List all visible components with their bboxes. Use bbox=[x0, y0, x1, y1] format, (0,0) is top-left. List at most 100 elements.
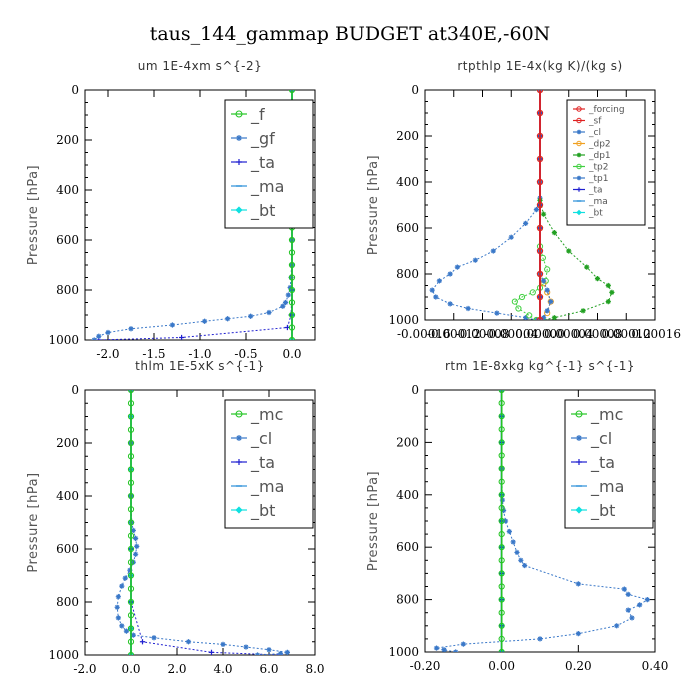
legend-label: _ta bbox=[588, 186, 603, 196]
legend-label: _ma bbox=[250, 477, 284, 497]
legend: _f _gf _ta _ma _bt bbox=[224, 99, 314, 229]
figure-title: taus_144_gammap BUDGET at340E,-60N bbox=[150, 23, 551, 45]
legend-label: _bt bbox=[250, 201, 275, 221]
data-point-mc bbox=[498, 544, 505, 551]
legend-label: _dp2 bbox=[588, 140, 611, 150]
data-point-cl bbox=[130, 527, 136, 534]
data-point-tp2 bbox=[544, 266, 551, 273]
data-point-gf bbox=[280, 303, 286, 309]
panel-title: um 1E-4xm s^{-2} bbox=[138, 59, 262, 73]
data-point-tp1 bbox=[523, 315, 529, 320]
data-point-tp1 bbox=[533, 207, 540, 213]
legend-item: _bt bbox=[571, 501, 615, 521]
x-tick-label: -0.5 bbox=[234, 347, 257, 361]
y-tick-label: 600 bbox=[56, 233, 79, 247]
y-tick-label: 1000 bbox=[48, 648, 79, 662]
legend-item: _ma bbox=[571, 477, 624, 497]
y-axis-label: Pressure [hPa] bbox=[366, 155, 381, 255]
data-point-cl bbox=[544, 287, 550, 293]
data-point-cl bbox=[134, 543, 140, 549]
legend-item: _mc bbox=[231, 405, 283, 425]
data-point-forcing bbox=[536, 270, 544, 278]
data-point-mc bbox=[498, 491, 505, 498]
data-point-ta bbox=[208, 649, 215, 655]
data-point-forcing bbox=[536, 316, 544, 320]
series-line-cl bbox=[539, 90, 552, 320]
legend-marker bbox=[576, 129, 582, 135]
x-tick-label: 0.00016 bbox=[631, 327, 681, 341]
y-axis-label: Pressure [hPa] bbox=[26, 472, 41, 572]
legend-label: _tp1 bbox=[588, 174, 608, 184]
data-point-mc bbox=[498, 609, 505, 616]
data-point-dp1 bbox=[566, 248, 572, 254]
data-point-cl bbox=[460, 641, 466, 647]
data-point-cl bbox=[518, 557, 524, 563]
data-point-mc bbox=[498, 531, 505, 538]
x-tick-label: 2.0 bbox=[167, 662, 186, 676]
data-point-cl bbox=[644, 597, 650, 603]
legend-label: _tp2 bbox=[588, 163, 608, 173]
data-point-cl bbox=[522, 562, 528, 569]
data-point-cl bbox=[115, 594, 121, 600]
data-point-gf bbox=[105, 329, 111, 336]
data-point-dp1 bbox=[594, 276, 601, 282]
plot-area bbox=[433, 390, 650, 652]
data-point-tp1 bbox=[465, 305, 471, 312]
x-tick-label: -0.00016 bbox=[397, 327, 451, 341]
data-point-gf bbox=[202, 318, 208, 324]
legend-label: _cl bbox=[590, 429, 612, 449]
y-tick-label: 800 bbox=[396, 267, 419, 281]
data-point-forcing bbox=[536, 90, 544, 94]
x-tick-label: 0.00008 bbox=[573, 327, 623, 341]
data-point-f bbox=[288, 299, 296, 306]
y-tick-label: 200 bbox=[396, 129, 419, 143]
panel-title: rtpthlp 1E-4x(kg K)/(kg s) bbox=[457, 59, 622, 73]
data-point-f bbox=[288, 90, 296, 94]
legend-label: _bt bbox=[250, 501, 275, 521]
panel-title: thlm 1E-5xK s^{-1} bbox=[135, 359, 265, 373]
legend-item: _sf bbox=[573, 117, 602, 127]
data-point-cl bbox=[621, 586, 627, 592]
data-point-cl bbox=[433, 645, 440, 651]
legend-label: _bt bbox=[590, 501, 615, 521]
legend-item: _cl bbox=[571, 429, 612, 449]
data-point-mc bbox=[498, 596, 505, 603]
legend-label: _forcing bbox=[588, 105, 625, 115]
series-line-tp2 bbox=[514, 90, 548, 320]
data-point-tp1 bbox=[494, 310, 500, 316]
legend-marker bbox=[236, 159, 242, 165]
data-point-mc bbox=[498, 557, 505, 564]
y-tick-label: 400 bbox=[56, 489, 79, 503]
x-tick-label: 0.0 bbox=[121, 662, 140, 676]
data-point-mc bbox=[127, 598, 135, 606]
legend-label: _ta bbox=[590, 453, 615, 473]
legend: _mc _cl _ta _ma _bt bbox=[564, 399, 654, 529]
x-tick-label: 0.0 bbox=[282, 347, 301, 361]
legend-label: _dp1 bbox=[588, 151, 611, 161]
x-tick-label: -1.5 bbox=[142, 347, 165, 361]
data-point-mc bbox=[127, 612, 135, 619]
plot-area bbox=[429, 90, 615, 320]
legend: _forcing _sf_cl _dp2_dp1 _tp2_tp1 _ta_ma _bt bbox=[566, 99, 646, 226]
x-tick-label: 6.0 bbox=[259, 662, 278, 676]
legend-marker bbox=[236, 459, 242, 465]
y-tick-label: 1000 bbox=[388, 313, 419, 327]
data-point-gf bbox=[169, 322, 175, 328]
legend-marker bbox=[575, 506, 583, 514]
legend-marker bbox=[576, 163, 582, 170]
panel-2: rtpthlp 1E-4x(kg K)/(kg s) Pressure [hPa]… bbox=[366, 59, 681, 341]
data-point-mc bbox=[127, 572, 135, 579]
x-tick-label: -0.00004 bbox=[484, 327, 538, 341]
y-tick-label: 600 bbox=[56, 542, 79, 556]
x-tick-label: -0.00008 bbox=[456, 327, 510, 341]
legend-item: _f bbox=[231, 105, 265, 125]
legend-item: _tp2 bbox=[573, 163, 608, 173]
data-point-dp1 bbox=[605, 299, 611, 305]
data-point-ta bbox=[179, 334, 185, 340]
data-point-cl bbox=[130, 632, 136, 638]
legend-item: _ma bbox=[573, 197, 608, 207]
data-point-mc bbox=[498, 426, 505, 433]
data-point-mc bbox=[127, 479, 135, 486]
y-tick-label: 400 bbox=[396, 175, 419, 189]
data-point-f bbox=[288, 336, 296, 340]
